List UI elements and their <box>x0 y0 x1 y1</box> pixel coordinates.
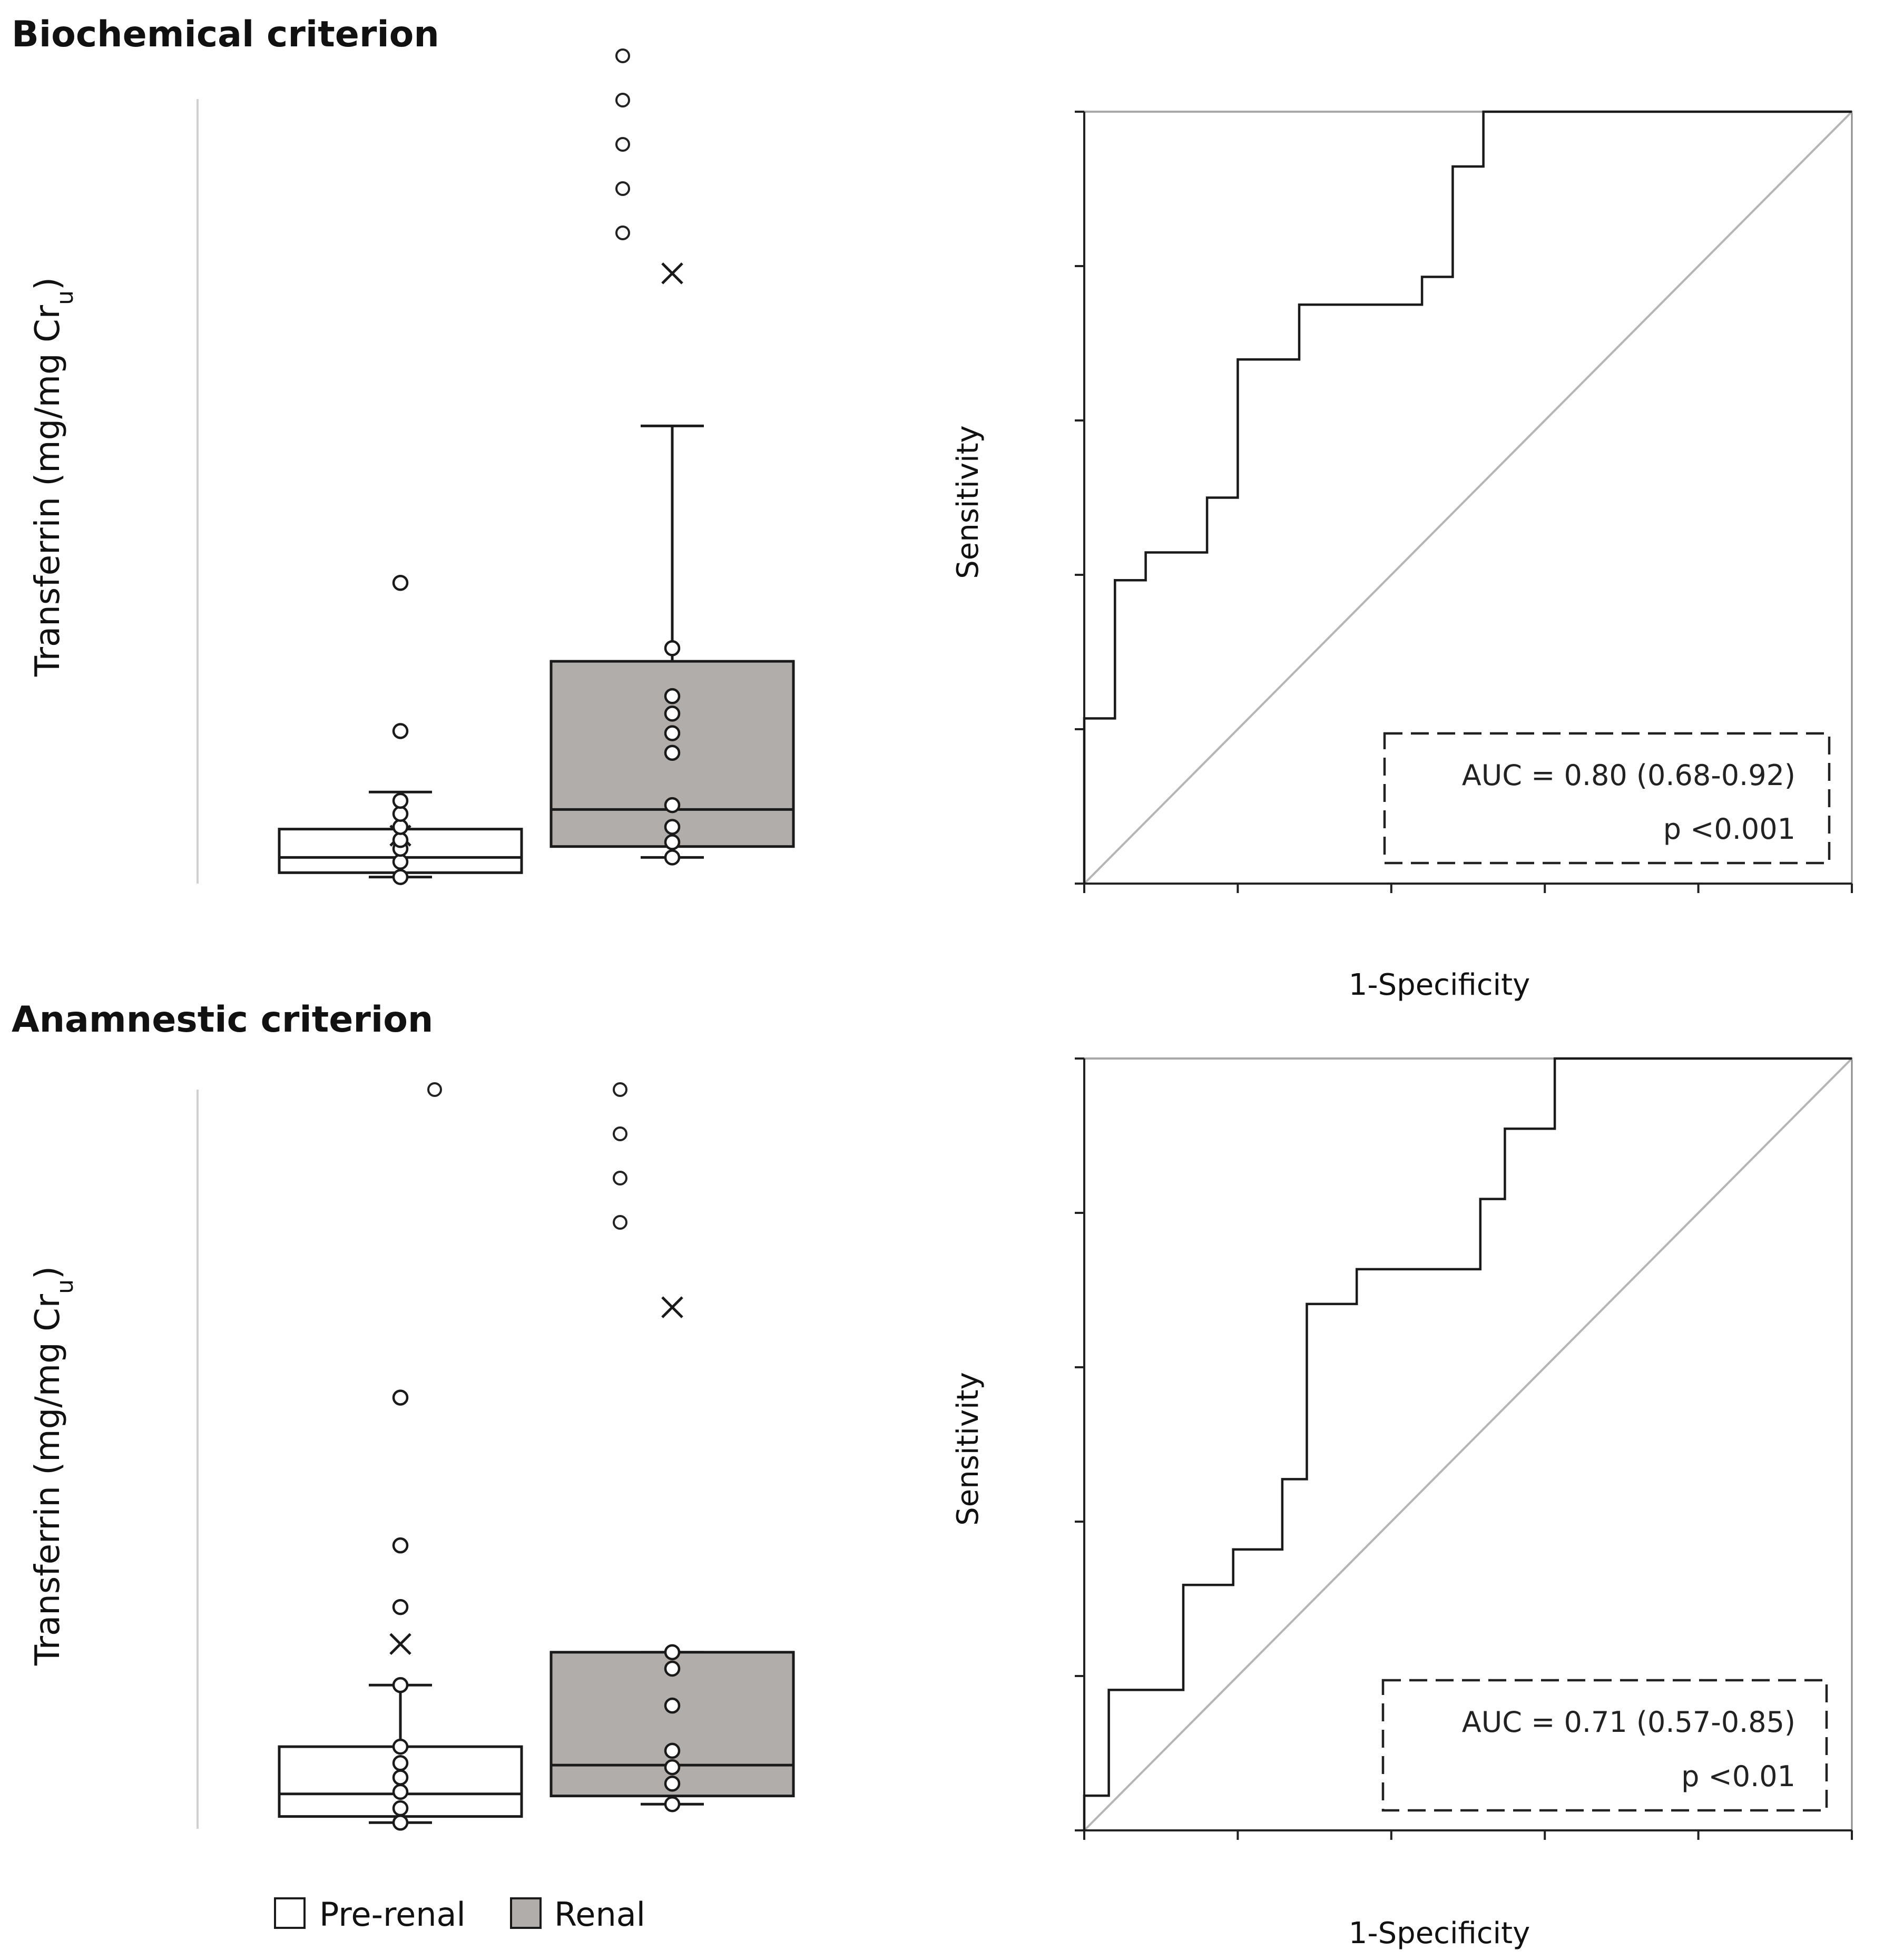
mean-marker <box>661 262 683 285</box>
roc-curve-line <box>1083 110 1852 884</box>
data-point <box>664 1759 681 1776</box>
offscale-marker <box>613 1126 627 1141</box>
roc-curve-anamnestic: Sensitivity 1-Specificity AUC = 0.71 (0.… <box>951 1057 1853 1951</box>
y-axis-title-anamnestic: Transferrin (mg/mg Cru) <box>28 1266 78 1666</box>
reference-diagonal <box>1083 1057 1853 1831</box>
data-point <box>664 640 681 656</box>
p-value-label: p <0.001 <box>1663 812 1795 846</box>
offscale-marker <box>615 226 630 240</box>
reference-diagonal <box>1083 111 1853 885</box>
data-point <box>392 1677 409 1693</box>
data-point <box>392 723 409 739</box>
data-point <box>392 1783 409 1800</box>
data-point <box>664 688 681 704</box>
offscale-marker <box>613 1215 627 1230</box>
data-point <box>392 806 409 822</box>
data-point <box>392 869 409 885</box>
auc-box-border <box>1381 1679 1828 1812</box>
data-point <box>392 792 409 809</box>
y-axis-title-sensitivity: Sensitivity <box>951 1372 985 1526</box>
panel-title-biochemical: Biochemical criterion <box>12 14 439 55</box>
y-axis-title-subscript: u <box>52 290 78 305</box>
data-point <box>392 832 409 848</box>
offscale-marker <box>615 48 630 63</box>
y-axis-title-subscript: u <box>52 1279 78 1294</box>
data-point <box>392 1738 409 1755</box>
mean-marker <box>389 1633 411 1655</box>
auc-box-border <box>1383 732 1831 865</box>
data-point <box>392 1389 409 1406</box>
data-point <box>392 574 409 591</box>
roc-curve-line <box>1083 1057 1852 1830</box>
legend-label-renal: Renal <box>554 1895 645 1934</box>
x-axis-title-specificity: 1-Specificity <box>1349 1916 1530 1951</box>
data-point <box>664 725 681 741</box>
data-point <box>664 819 681 835</box>
data-point <box>664 1742 681 1759</box>
data-point <box>392 854 409 870</box>
y-axis-title-close: ) <box>28 277 67 290</box>
p-value-label: p <0.01 <box>1681 1760 1795 1793</box>
offscale-marker <box>615 181 630 196</box>
data-point <box>664 1644 681 1661</box>
data-point <box>664 1697 681 1714</box>
box-plot-anamnestic: Anamnestic criterion Transferrin (mg/mg … <box>12 999 795 1831</box>
legend-label-pre-renal: Pre-renal <box>319 1895 466 1934</box>
mean-marker <box>661 1296 683 1318</box>
legend-swatch-renal <box>510 1897 542 1929</box>
data-point <box>664 705 681 722</box>
legend: Pre-renal Renal <box>274 1895 645 1934</box>
offscale-marker <box>615 137 630 152</box>
data-point <box>664 1660 681 1677</box>
y-axis-title-text: Transferrin (mg/mg Cr <box>28 1293 67 1666</box>
offscale-marker <box>615 93 630 107</box>
offscale-marker <box>613 1171 627 1185</box>
y-axis-title-close: ) <box>28 1266 67 1279</box>
x-axis-title-specificity: 1-Specificity <box>1349 968 1530 1002</box>
data-point <box>664 1796 681 1812</box>
data-point <box>664 834 681 850</box>
offscale-marker <box>613 1082 627 1097</box>
roc-curve-biochemical: Sensitivity 1-Specificity AUC = 0.80 (0.… <box>951 110 1853 1002</box>
auc-label: AUC = 0.71 (0.57-0.85) <box>1462 1706 1795 1739</box>
data-point <box>392 1537 409 1554</box>
y-axis-title-text: Transferrin (mg/mg Cr <box>28 305 67 677</box>
box-plot-biochemical: Biochemical criterion Transferrin (mg/mg… <box>12 14 795 885</box>
data-point <box>664 797 681 814</box>
data-point <box>392 1769 409 1786</box>
legend-swatch-pre-renal <box>274 1897 306 1929</box>
data-point <box>664 849 681 866</box>
y-axis-title-biochemical: Transferrin (mg/mg Cru) <box>28 277 78 677</box>
data-point <box>664 1776 681 1792</box>
data-point <box>392 1755 409 1771</box>
data-point <box>664 744 681 761</box>
auc-label: AUC = 0.80 (0.68-0.92) <box>1462 759 1795 792</box>
offscale-marker <box>427 1082 442 1097</box>
y-axis-title-sensitivity: Sensitivity <box>951 425 985 579</box>
data-point <box>392 1599 409 1615</box>
data-point <box>392 1800 409 1817</box>
panel-title-anamnestic: Anamnestic criterion <box>12 999 433 1041</box>
data-point <box>392 819 409 835</box>
data-point <box>392 1815 409 1831</box>
